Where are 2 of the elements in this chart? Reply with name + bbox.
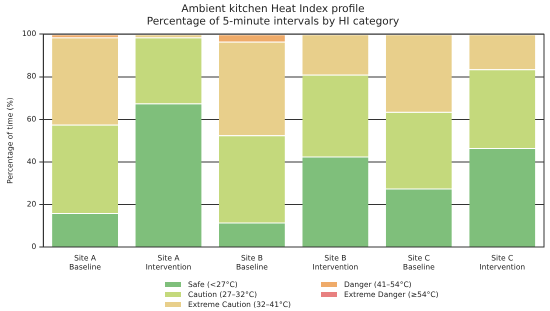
chart-title: Ambient kitchen Heat Index profile bbox=[181, 3, 365, 16]
chart-subtitle: Percentage of 5-minute intervals by HI category bbox=[146, 16, 400, 28]
